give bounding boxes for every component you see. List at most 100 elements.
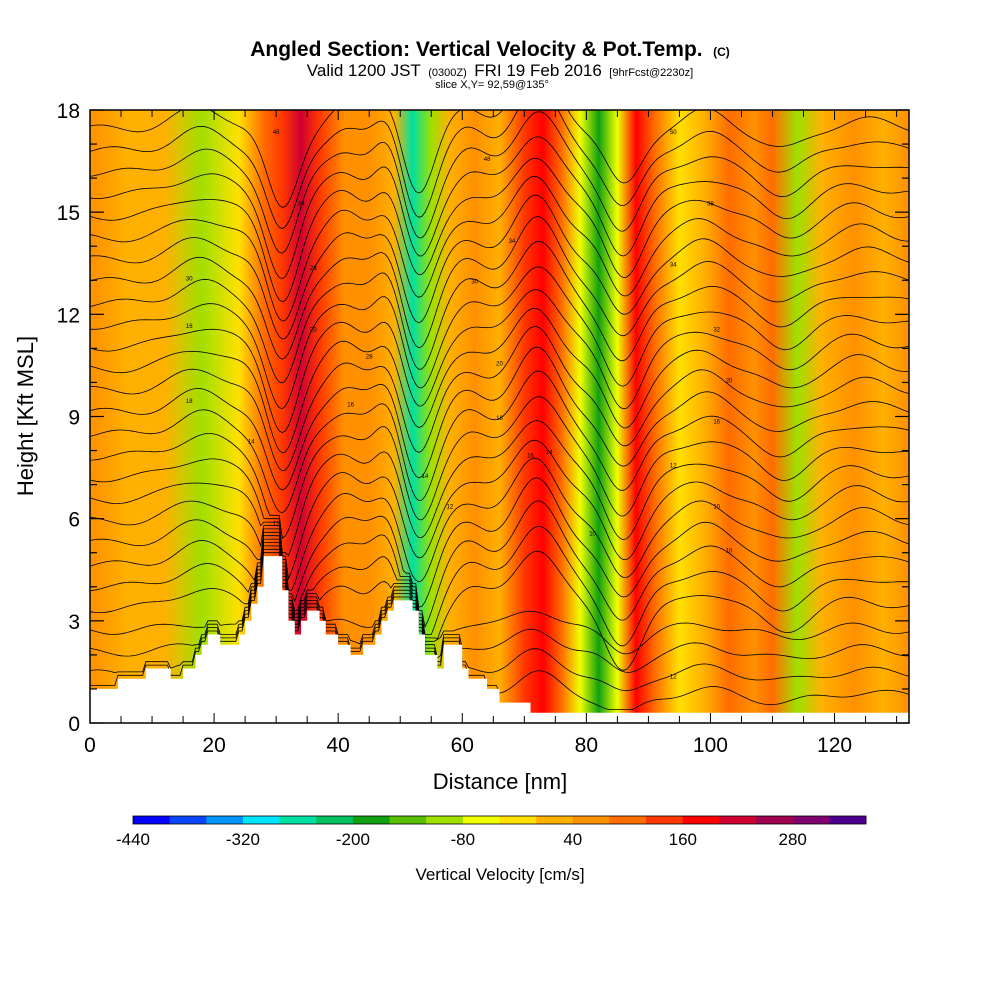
contour-label: 12 [447,504,454,510]
contour-label: 14 [422,474,429,480]
axis-ticks [89,109,909,724]
isentrope-line [90,439,909,581]
x-tick-label: 100 [693,734,728,757]
contour-label: 20 [496,361,503,367]
contour-label: 34 [509,239,516,245]
y-tick-label: 6 [68,509,80,532]
contour-label: 28 [310,266,317,272]
x-tick-label: 80 [575,734,598,757]
isentrope-contours [90,110,909,710]
colorbar-swatch [682,816,720,824]
isentrope-line [90,396,909,539]
x-tick-label: 20 [202,734,225,757]
contour-label: 10 [589,532,596,538]
contour-label: 16 [527,453,534,459]
contour-label: 10 [713,504,720,510]
contour-label: 48 [273,130,280,136]
colorbar-swatch [316,816,354,824]
isentrope-line [90,266,909,410]
contour-label: 16 [347,402,354,408]
colorbar-swatch [389,816,427,824]
isentrope-line [90,457,909,591]
colorbar-swatch [829,816,867,824]
x-tick-label: 40 [327,734,350,757]
colorbar-swatch [133,816,171,824]
y-tick-label: 18 [57,100,80,123]
colorbar-label: -320 [226,830,260,849]
isentrope-line [90,110,909,208]
y-tick-label: 3 [68,611,80,634]
isentrope-line [90,240,909,384]
colorbar-label: 280 [779,830,807,849]
y-tick-label: 12 [57,304,80,327]
slice-info: slice X,Y= 92,59@135° [435,79,549,91]
colorbar-swatch [426,816,464,824]
colorbar-title: Vertical Velocity [cm/s] [415,865,584,884]
isentrope-line [90,542,909,655]
isentrope-line [90,370,909,514]
contour-label: 10 [726,549,733,555]
contour-label: 34 [670,263,677,269]
isentrope-line [90,111,909,254]
contour-label: 12 [670,675,677,681]
plot-area: 48 48 50 34 38 28 34 34 30 30 16 20 32 28 20 20 18 16 18 16… [90,110,909,723]
isentrope-line [90,346,909,491]
chart-title: Angled Section: Vertical Velocity & Pot.… [250,38,730,61]
contour-label: 20 [726,378,733,384]
isentrope-line [90,545,909,673]
isentrope-line [90,175,909,322]
contour-label: 18 [186,399,193,405]
contour-labels: 48 48 50 34 38 28 34 34 30 30 16 20 32 28 20 20 18 16 18 16… [186,130,733,681]
colorbar-frame [132,815,867,825]
isentrope-line [90,525,909,647]
colorbar-label: 160 [669,830,697,849]
contour-label: 38 [707,201,714,207]
x-tick-labels: 0 20 40 60 80 100 120 [84,734,852,757]
isentrope-line [90,110,909,229]
contour-label: 30 [471,280,478,286]
colorbar-label: -200 [336,830,370,849]
chart-subtitle: Valid 1200 JST (0300Z) FRI 19 Feb 2016 [… [307,61,693,80]
isentrope-line [90,136,909,280]
colorbar-swatch [499,816,537,824]
y-tick-labels: 0 3 6 9 12 15 18 [57,100,80,736]
x-axis-label: Distance [nm] [433,769,568,794]
colorbar-label: -80 [451,830,476,849]
y-tick-label: 9 [68,407,80,430]
y-tick-label: 0 [68,713,80,736]
isentrope-line [90,216,909,360]
y-tick-label: 15 [57,202,80,225]
colorbar-swatch [719,816,757,824]
contour-label: 30 [186,276,193,282]
isentrope-line [90,194,909,340]
contour-label: 14 [248,440,255,446]
isentrope-line [90,289,909,434]
isentrope-line [90,420,909,557]
isentrope-line [90,158,909,303]
colorbar-swatch [792,816,830,824]
colorbar-label: -440 [116,830,150,849]
isentrope-line [90,538,909,671]
contour-label: 16 [713,419,720,425]
contour-label: 28 [366,355,373,361]
colorbar-labels: -440 -320 -200 -80 40 160 280 [116,830,807,849]
isentrope-line [90,477,909,608]
x-tick-label: 120 [817,734,852,757]
contour-label: 32 [713,327,720,333]
colorbar-swatch [169,816,207,824]
isentrope-line [90,326,909,472]
colorbar-swatch [352,816,391,824]
contour-label: 20 [310,327,317,333]
x-tick-label: 60 [451,734,474,757]
colorbar-swatch [756,816,794,824]
x-tick-label: 0 [84,734,96,757]
contour-label: 18 [496,416,503,422]
colorbar-swatch [242,816,281,824]
contour-label: 12 [273,521,280,527]
y-axis-label: Height [Kft MSL] [13,336,38,496]
contour-label: 50 [670,130,677,136]
isentrope-line [90,548,909,692]
colorbar-swatch [206,816,244,824]
colorbar-swatch [646,816,684,824]
